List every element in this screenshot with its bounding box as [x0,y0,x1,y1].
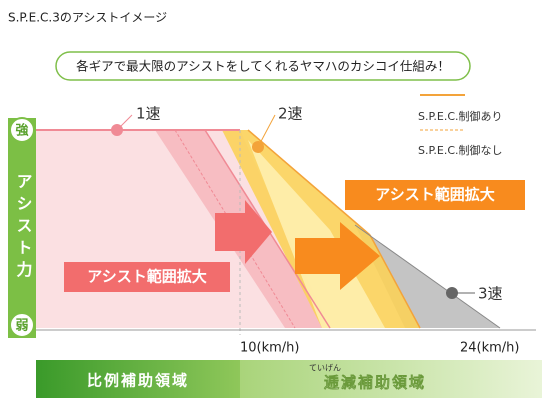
gear2-inner [248,140,385,328]
axis-bar [8,118,36,338]
arrow-orange [295,222,380,290]
gear1-dot [111,124,123,136]
banner-text: 各ギアで最大限のアシストをしてくれるヤマハのカシコイ仕組み！ [76,59,450,74]
axis-label: アシスト力 [14,173,33,283]
zone-proportional-label: 比例補助領域 [87,372,189,390]
gear1-label: 1速 [136,105,161,123]
gear2-label: 2速 [278,105,303,123]
gear2-spec [247,129,371,236]
zone-decreasing [240,360,542,398]
gear3-dot [446,287,458,299]
arrow-orange-label: アシスト範囲拡大 [375,186,494,204]
speed-24: 24(km/h) [460,341,520,356]
legend-nospec: S.P.E.C.制御なし [418,143,503,157]
gear2-dot [252,141,264,153]
weak-badge [9,312,35,338]
strong-label: 強 [15,123,28,139]
arrow-red [215,200,272,264]
gear3-line [354,224,501,329]
arrow-red-box [64,262,230,292]
arrow-red-label: アシスト範囲拡大 [87,268,206,286]
weak-label: 弱 [15,318,28,334]
speed-10: 10(km/h) [240,341,300,356]
gear3-label: 3速 [478,285,503,303]
zone-proportional [36,360,240,398]
gear2-leader [257,114,276,148]
banner-box [55,51,471,81]
title: S.P.E.C.3のアシストイメージ [8,11,167,25]
gear2-spec2 [369,234,421,329]
legend-spec: S.P.E.C.制御あり [418,109,503,123]
strong-badge [9,117,35,143]
arrow-orange-box [345,180,525,210]
zone-ruby: ていげん [309,364,341,373]
zone-decreasing-label: 逓減補助領域 [323,374,426,392]
